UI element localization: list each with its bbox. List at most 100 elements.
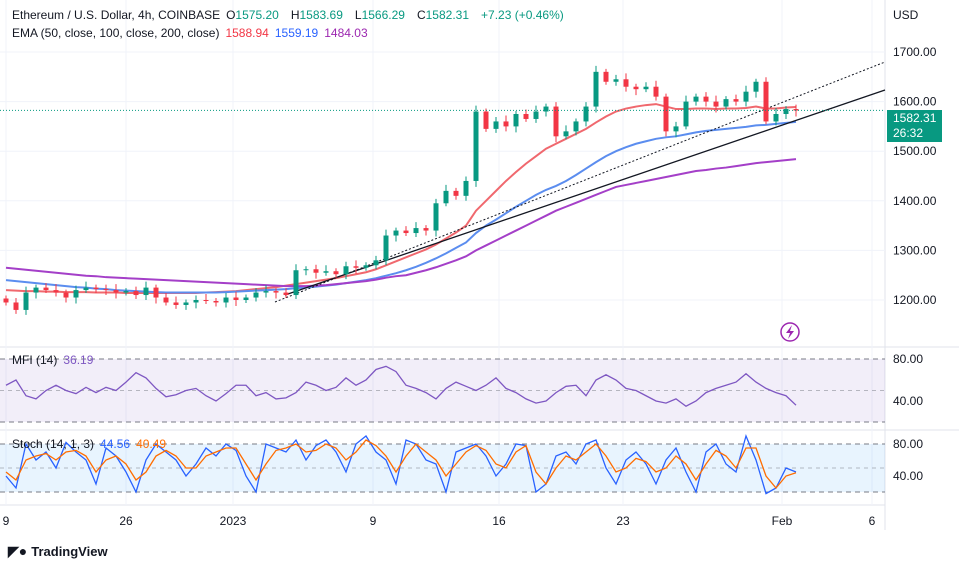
candle-body	[733, 99, 739, 102]
time-tick-label: 9	[370, 514, 377, 528]
candle-body	[773, 114, 779, 122]
candle-body	[163, 297, 169, 303]
candle-body	[683, 101, 689, 127]
candle-body	[553, 106, 559, 137]
time-tick-label: 6	[869, 514, 876, 528]
candle-body	[413, 228, 419, 234]
candle-body	[583, 106, 589, 122]
mfi-line	[5, 365, 797, 408]
ema50-value: 1588.94	[225, 26, 269, 40]
trendline-solid	[284, 89, 886, 296]
candle-body	[453, 190, 459, 196]
ohlc-high: H1583.69	[291, 8, 349, 22]
candle-body	[493, 121, 499, 129]
last-price-tag: 1582.31 26:32	[887, 110, 942, 142]
high-value: 1583.69	[299, 8, 343, 22]
time-tick-label: 23	[616, 514, 630, 528]
candle-body	[593, 71, 599, 107]
candle-body	[633, 86, 639, 90]
close-value: 1582.31	[425, 8, 470, 22]
stoch-legend[interactable]: Stoch (14, 1, 3) 44.56 40.49	[12, 437, 172, 451]
last-price: 1582.31	[893, 111, 937, 125]
candle-body	[73, 290, 79, 298]
time-tick-label: Feb	[772, 514, 793, 528]
candle-body	[623, 79, 629, 87]
candle-body	[13, 302, 19, 310]
ohlc-open: O1575.20	[226, 8, 285, 22]
symbol-legend: Ethereum / U.S. Dollar, 4h, COINBASE O157…	[12, 8, 570, 22]
candle-body	[353, 266, 359, 268]
candle-body	[543, 106, 549, 112]
symbol-title: Ethereum / U.S. Dollar, 4h, COINBASE	[12, 8, 221, 22]
candle-body	[243, 297, 249, 300]
mfi-value: 36.19	[63, 353, 94, 367]
change-value: +7.23 (+0.46%)	[481, 8, 564, 22]
candle-body	[273, 291, 279, 293]
open-value: 1575.20	[235, 8, 279, 22]
mfi-title: MFI (14)	[12, 353, 58, 367]
ohlc-low: L1566.29	[355, 8, 411, 22]
candle-body	[703, 96, 709, 102]
candle-body	[783, 109, 789, 114]
candle-body	[253, 292, 259, 298]
price-tick-label: 1700.00	[893, 45, 937, 59]
stoch-title: Stoch (14, 1, 3)	[12, 437, 95, 451]
candle-body	[643, 86, 649, 90]
candle-body	[373, 260, 379, 266]
stoch-k-value: 44.56	[100, 437, 131, 451]
candle-body	[673, 126, 679, 132]
candle-body	[33, 287, 39, 293]
candle-body	[403, 230, 409, 234]
price-tick-label: 1500.00	[893, 144, 937, 158]
candle-body	[383, 235, 389, 261]
candle-body	[53, 290, 59, 293]
ema-line-200	[5, 158, 797, 288]
ema100-value: 1559.19	[274, 26, 319, 40]
indicator-tick-label: 40.00	[893, 469, 923, 483]
candle-body	[113, 290, 119, 293]
ema-line-100	[5, 120, 797, 294]
candle-body	[293, 270, 299, 296]
currency-label: USD	[893, 8, 919, 22]
candle-body	[473, 111, 479, 181]
mfi-legend[interactable]: MFI (14) 36.19	[12, 353, 99, 367]
candle-body	[173, 302, 179, 305]
close-label: C	[416, 8, 426, 22]
candle-body	[193, 300, 199, 303]
candle-body	[713, 101, 719, 107]
candle-body	[103, 289, 109, 291]
ema-legend[interactable]: EMA (50, close, 100, close, 200, close) 1…	[12, 26, 374, 40]
lightning-icon[interactable]	[780, 322, 800, 342]
candle-body	[613, 79, 619, 82]
stoch-d-line	[5, 439, 797, 490]
candle-body	[443, 190, 449, 204]
time-tick-label: 16	[492, 514, 506, 528]
ema-title: EMA (50, close, 100, close, 200, close)	[12, 26, 220, 40]
stoch-k-line	[5, 434, 797, 495]
candle-body	[533, 111, 539, 119]
candle-body	[603, 71, 609, 82]
candle-body	[393, 230, 399, 236]
price-tick-label: 1400.00	[893, 194, 937, 208]
candle-body	[793, 109, 799, 111]
candle-body	[433, 203, 439, 231]
candle-body	[233, 297, 239, 300]
indicator-tick-label: 80.00	[893, 352, 923, 366]
candle-body	[423, 228, 429, 231]
open-label: O	[226, 8, 236, 22]
time-tick-label: 9	[3, 514, 10, 528]
brand-name: TradingView	[31, 544, 108, 559]
bar-countdown: 26:32	[893, 126, 924, 140]
candle-body	[203, 300, 209, 301]
indicator-tick-label: 40.00	[893, 394, 923, 408]
indicator-tick-label: 80.00	[893, 437, 923, 451]
candle-body	[123, 291, 129, 293]
ema-line-50	[5, 103, 797, 295]
candle-body	[213, 300, 219, 303]
candle-body	[513, 114, 519, 127]
candle-body	[763, 81, 769, 122]
candle-body	[63, 292, 69, 298]
tradingview-logo[interactable]: ◤● TradingView	[8, 543, 108, 560]
candle-body	[563, 131, 569, 137]
